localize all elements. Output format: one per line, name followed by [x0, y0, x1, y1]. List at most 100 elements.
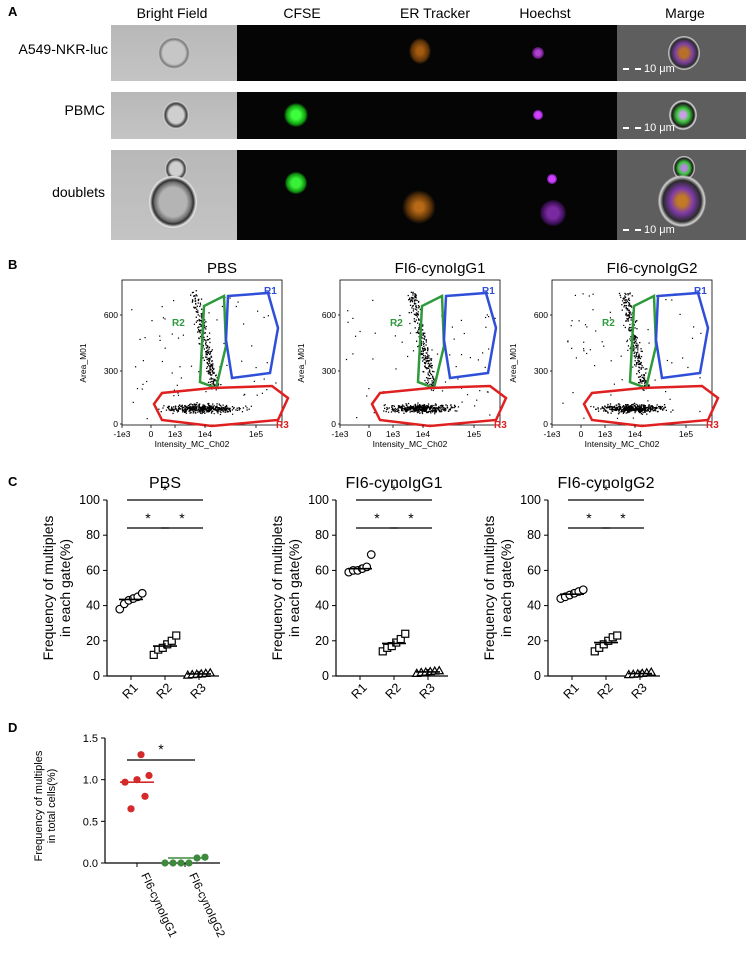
event-dot [439, 407, 442, 409]
event-dot [135, 366, 137, 368]
event-dot [618, 406, 620, 408]
event-dot [614, 408, 616, 411]
data-point [145, 771, 153, 780]
event-dot [206, 367, 208, 369]
event-dot [609, 406, 611, 408]
event-dot [424, 404, 426, 407]
event-dot [180, 405, 182, 407]
event-dot [212, 363, 214, 365]
event-dot [652, 407, 654, 409]
event-dot [172, 412, 174, 415]
x-tick-label: 0 [579, 429, 584, 439]
event-dot [201, 406, 203, 408]
event-dot [411, 307, 413, 309]
event-dot [627, 408, 629, 410]
event-dot [421, 412, 424, 415]
event-dot [601, 341, 603, 343]
event-dot [204, 356, 207, 358]
event-dot [402, 407, 404, 410]
event-dot [633, 348, 635, 350]
y-tick-label: 600 [104, 310, 118, 320]
event-dot [198, 330, 200, 332]
event-dot [224, 408, 227, 410]
event-dot [212, 368, 215, 370]
event-dot [236, 407, 238, 409]
dot-cloud [345, 291, 496, 419]
event-dot [397, 410, 399, 412]
event-dot [659, 408, 661, 410]
event-dot [409, 409, 412, 411]
event-dot [172, 408, 174, 410]
event-dot [239, 408, 241, 410]
event-dot [195, 321, 197, 323]
event-dot [621, 300, 624, 302]
event-dot [590, 405, 592, 408]
event-dot [209, 362, 211, 364]
event-dot [207, 339, 210, 341]
event-dot [198, 406, 200, 408]
event-dot [184, 408, 187, 410]
event-dot [425, 382, 427, 384]
event-dot [623, 302, 625, 304]
event-dot [699, 377, 701, 379]
event-dot [594, 365, 596, 367]
event-dot [224, 411, 226, 413]
event-dot [449, 409, 451, 411]
event-dot [203, 405, 205, 407]
event-dot [627, 409, 629, 412]
event-dot [636, 373, 638, 375]
event-dot [417, 330, 419, 332]
event-dot [207, 352, 209, 354]
event-dot [409, 297, 411, 299]
event-dot [179, 404, 181, 406]
event-dot [391, 409, 393, 411]
event-dot [487, 391, 489, 393]
event-dot [630, 408, 633, 411]
event-dot [197, 407, 199, 409]
y-axis-label-line: Frequency of multiples [33, 750, 45, 861]
event-dot [248, 408, 250, 410]
event-dot [216, 405, 218, 407]
event-dot [620, 296, 622, 298]
event-dot [653, 407, 655, 409]
event-dot [625, 320, 627, 322]
event-dot [456, 410, 458, 412]
event-dot [392, 407, 394, 409]
event-dot [644, 383, 646, 385]
event-dot [612, 406, 615, 408]
event-dot [412, 298, 414, 300]
y-tick-label: 20 [315, 634, 329, 648]
event-dot [595, 330, 597, 332]
event-dot [409, 301, 411, 303]
event-dot [199, 410, 201, 412]
event-dot [589, 349, 591, 351]
event-dot [635, 410, 637, 412]
event-dot [226, 364, 228, 366]
event-dot [423, 407, 425, 410]
event-dot [409, 298, 411, 300]
event-dot [597, 408, 599, 410]
event-dot [643, 409, 645, 411]
event-dot [413, 411, 415, 413]
scale-bar: 10 μm [623, 63, 675, 75]
event-dot [643, 406, 645, 409]
event-dot [210, 374, 212, 376]
event-dot [619, 406, 621, 408]
event-dot [413, 320, 416, 322]
event-dot [635, 340, 637, 343]
y-tick-label: 60 [527, 563, 541, 577]
event-dot [611, 407, 614, 410]
event-dot [392, 410, 394, 412]
event-dot [639, 407, 641, 409]
event-dot [401, 406, 403, 408]
event-dot [423, 404, 426, 406]
data-point [362, 562, 372, 572]
event-dot [209, 353, 211, 355]
event-dot [176, 409, 179, 411]
event-dot [229, 410, 231, 413]
event-dot [638, 411, 641, 414]
event-dot [210, 356, 213, 358]
event-dot [637, 361, 639, 363]
event-dot [637, 356, 639, 358]
event-dot [184, 411, 186, 413]
